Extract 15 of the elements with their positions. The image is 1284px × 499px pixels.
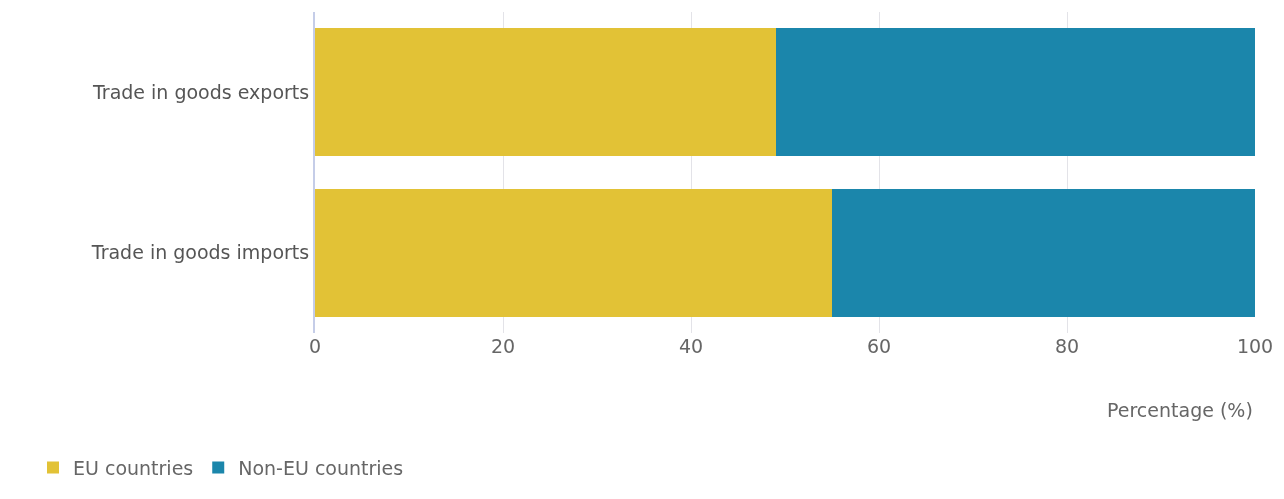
bar: [315, 188, 832, 317]
legend-label: EU countries: [73, 456, 194, 479]
x-axis-title: Percentage (%): [1107, 399, 1253, 421]
x-tick-label: 100: [1236, 335, 1274, 357]
x-tick-label: 20: [490, 335, 516, 357]
x-tick-label: 0: [308, 335, 322, 357]
bar: [775, 28, 1255, 157]
bar: [315, 28, 776, 157]
legend-label: Non-EU countries: [238, 456, 404, 479]
x-tick-label: 40: [678, 335, 704, 357]
y-tick-label: Trade in goods imports: [90, 241, 310, 264]
y-tick-label: Trade in goods exports: [92, 80, 310, 103]
x-tick-label: 60: [866, 335, 892, 357]
bar: [832, 188, 1255, 317]
x-tick-label: 80: [1054, 335, 1080, 357]
